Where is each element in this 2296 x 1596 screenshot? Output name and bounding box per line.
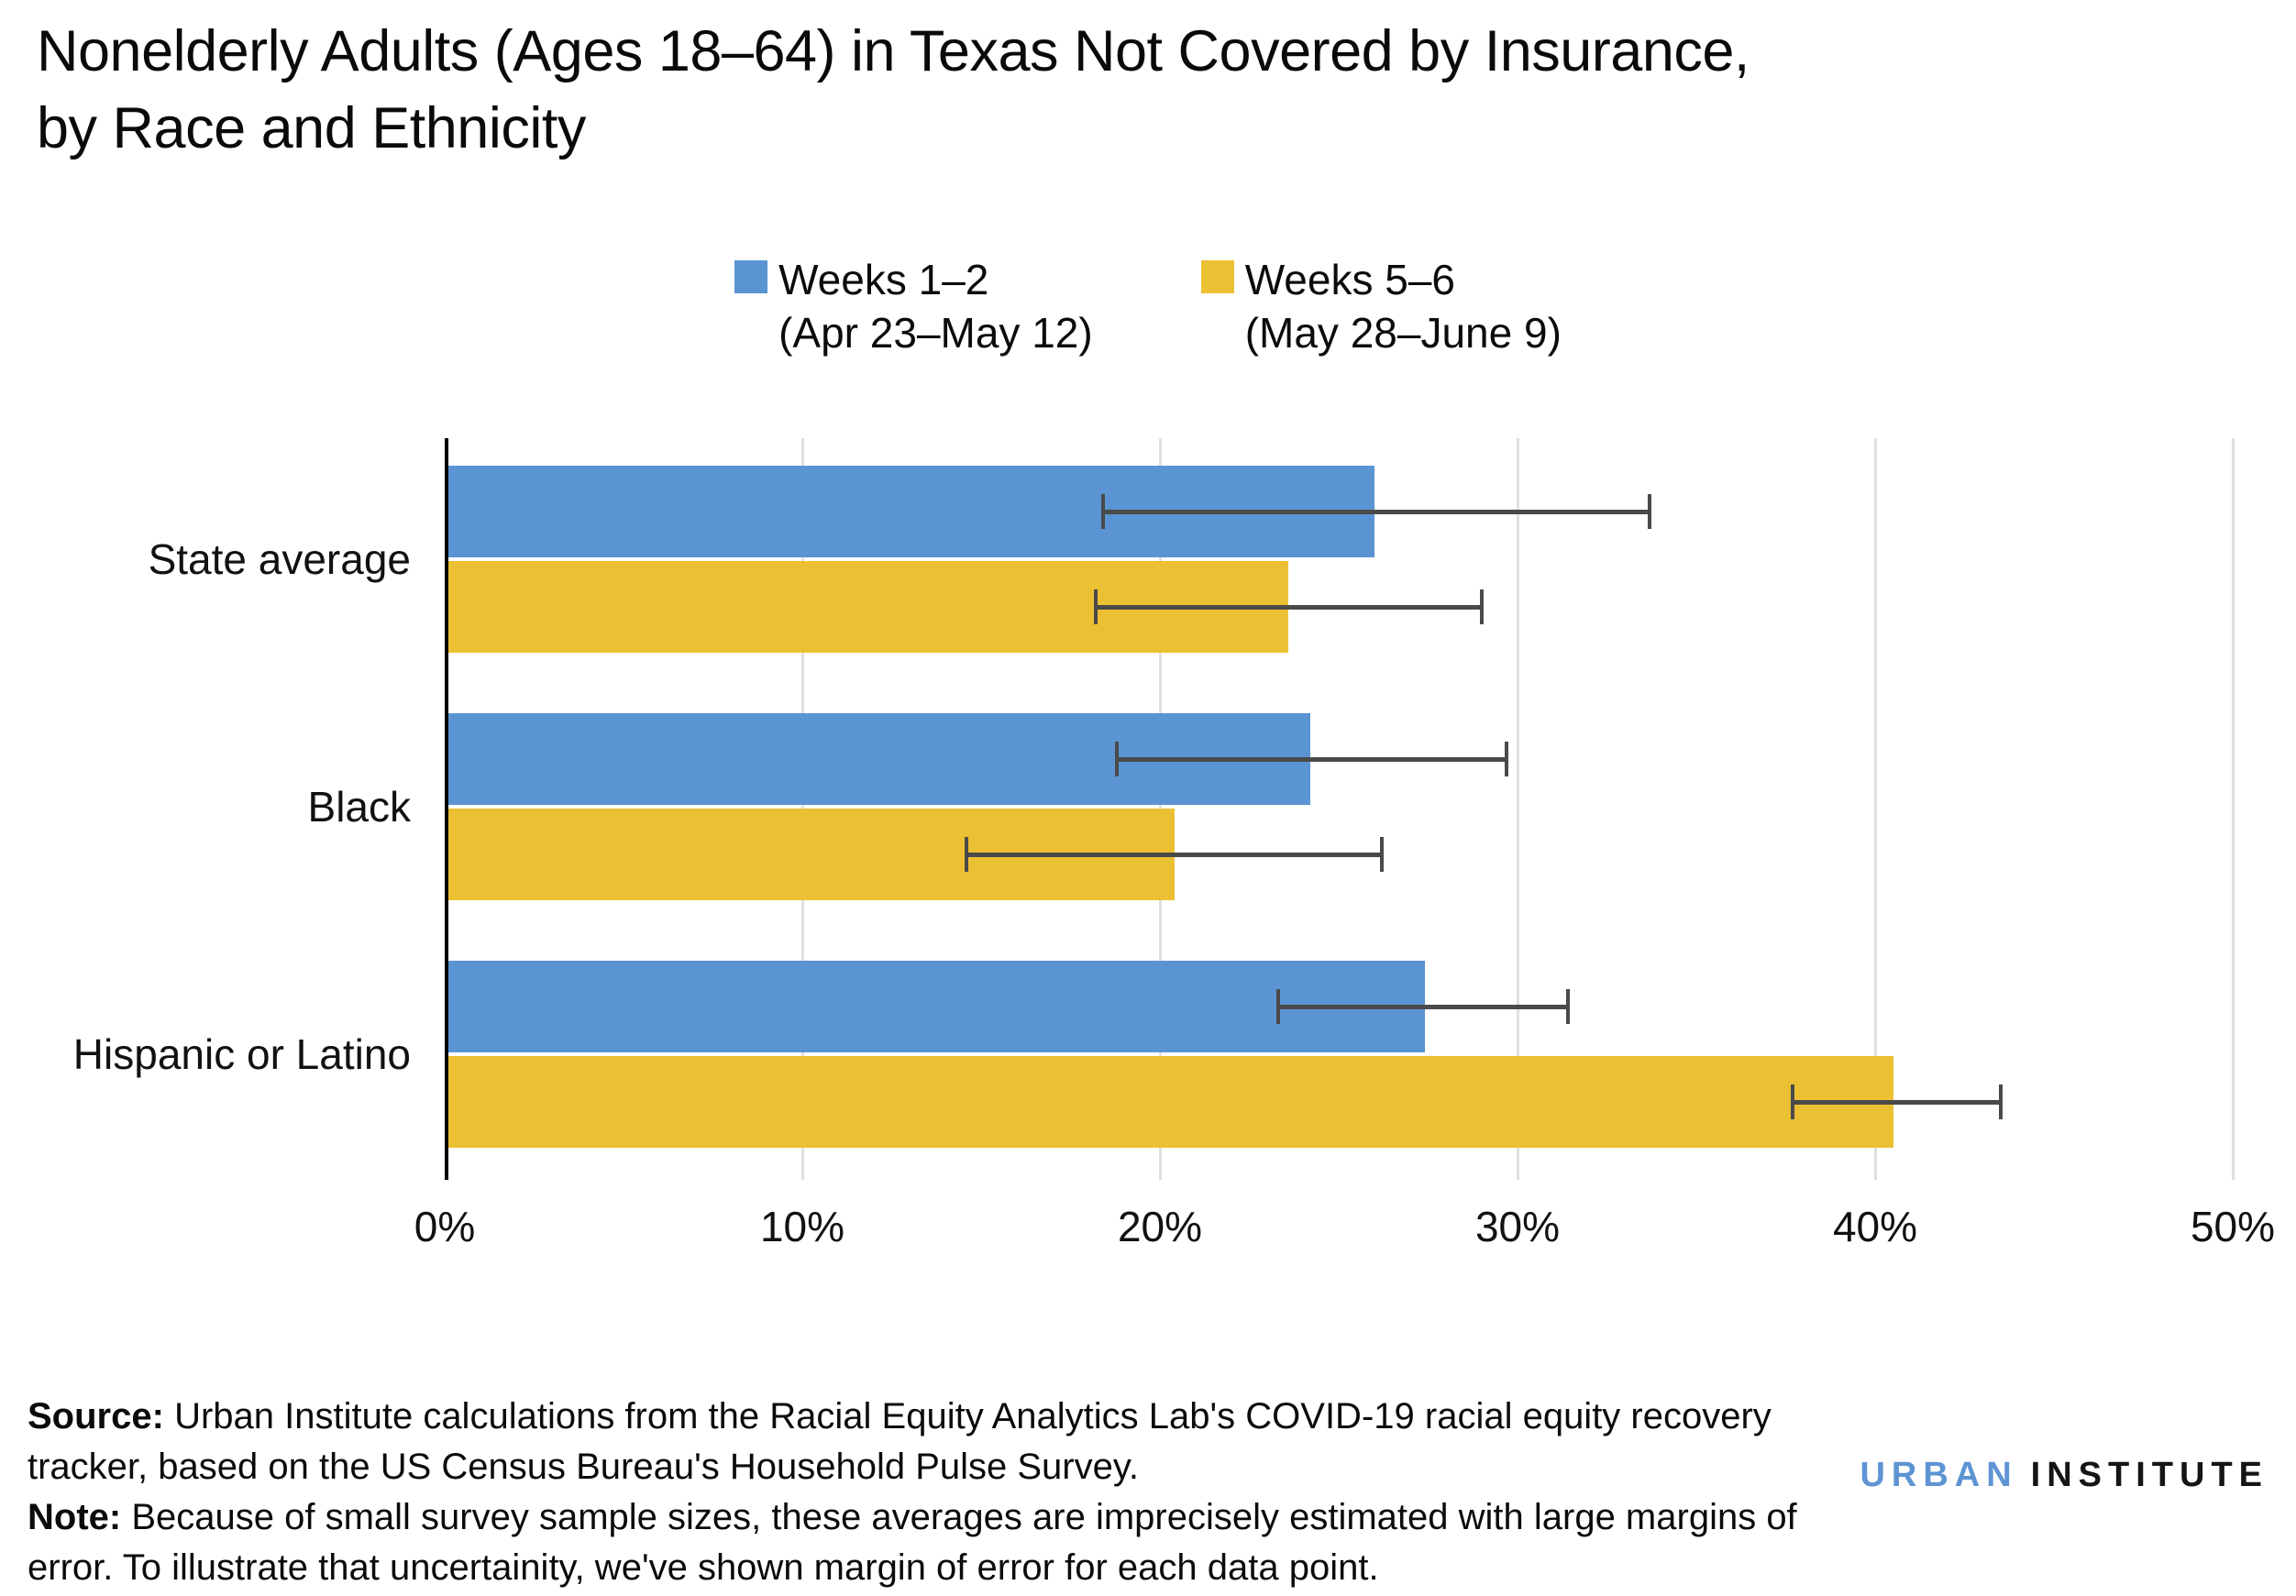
bar-hispanic-or-latino-weeks-1-2 — [445, 961, 1425, 1052]
error-bar-state-average-weeks-5-6 — [1095, 605, 1482, 610]
legend-sublabel: (Apr 23–May 12) — [778, 309, 1093, 357]
gridline-30pct — [1517, 438, 1519, 1180]
footer-notes: Source: Urban Institute calculations fro… — [28, 1392, 1889, 1593]
gridline-40pct — [1874, 438, 1877, 1180]
error-bar-cap-low-black-weeks-5-6 — [965, 837, 969, 872]
legend-swatch-weeks-5-6 — [1200, 260, 1234, 293]
category-label-state-average: State average — [148, 535, 411, 583]
plot-area — [445, 438, 2256, 1180]
gridline-50pct — [2232, 438, 2235, 1180]
legend-swatch-weeks-1-2 — [734, 260, 768, 293]
error-bar-cap-high-hispanic-or-latino-weeks-5-6 — [1998, 1084, 2003, 1119]
error-bar-cap-low-hispanic-or-latino-weeks-5-6 — [1791, 1084, 1795, 1119]
error-bar-hispanic-or-latino-weeks-5-6 — [1793, 1100, 2001, 1105]
source-label: Source: — [28, 1396, 164, 1436]
error-bar-cap-high-black-weeks-1-2 — [1505, 742, 1509, 776]
x-axis-tick-label-50pct: 50% — [2190, 1203, 2276, 1250]
chart-title-line-1: Nonelderly Adults (Ages 18–64) in Texas … — [37, 19, 1750, 83]
logo-institute: INSTITUTE — [2030, 1456, 2268, 1494]
y-axis-line — [445, 438, 448, 1180]
legend-label: Weeks 1–2 — [778, 256, 989, 303]
source-text: Source: Urban Institute calculations fro… — [28, 1396, 1772, 1487]
legend-item-weeks-1-2: Weeks 1–2 (Apr 23–May 12) — [734, 253, 1093, 359]
logo-urban: URBAN — [1860, 1456, 2018, 1494]
chart-title-line-2: by Race and Ethnicity — [37, 96, 586, 160]
error-bar-cap-low-state-average-weeks-5-6 — [1093, 589, 1098, 624]
error-bar-cap-high-black-weeks-5-6 — [1379, 837, 1384, 872]
chart-title: Nonelderly Adults (Ages 18–64) in Texas … — [37, 13, 1750, 167]
category-label-hispanic-or-latino: Hispanic or Latino — [72, 1030, 411, 1078]
x-axis-tick-label-30pct: 30% — [1474, 1203, 1561, 1250]
error-bar-black-weeks-1-2 — [1117, 757, 1507, 762]
category-label-black: Black — [307, 783, 411, 831]
legend: Weeks 1–2 (Apr 23–May 12) Weeks 5–6 (May… — [0, 253, 2296, 359]
error-bar-cap-high-hispanic-or-latino-weeks-1-2 — [1565, 989, 1570, 1024]
x-axis-tick-label-0pct: 0% — [414, 1203, 476, 1250]
x-axis-tick-label-10pct: 10% — [759, 1203, 845, 1250]
legend-label: Weeks 5–6 — [1244, 256, 1455, 303]
error-bar-cap-low-state-average-weeks-1-2 — [1100, 494, 1105, 529]
error-bar-state-average-weeks-1-2 — [1102, 510, 1650, 514]
legend-item-weeks-5-6: Weeks 5–6 (May 28–June 9) — [1200, 253, 1562, 359]
error-bar-hispanic-or-latino-weeks-1-2 — [1277, 1005, 1568, 1009]
note-text: Note: Because of small survey sample siz… — [28, 1497, 1797, 1588]
x-axis-tick-label-40pct: 40% — [1832, 1203, 1918, 1250]
note-label: Note: — [28, 1497, 122, 1537]
bar-chart: 0% 10% 20% 30% 40% 50% State average Black Hispa… — [0, 438, 2296, 1263]
urban-institute-logo: URBAN INSTITUTE — [1860, 1456, 2268, 1495]
error-bar-cap-low-black-weeks-1-2 — [1115, 742, 1120, 776]
bar-hispanic-or-latino-weeks-5-6 — [445, 1056, 1893, 1148]
error-bar-cap-low-hispanic-or-latino-weeks-1-2 — [1275, 989, 1280, 1024]
error-bar-cap-high-state-average-weeks-1-2 — [1648, 494, 1652, 529]
error-bar-cap-high-state-average-weeks-5-6 — [1480, 589, 1484, 624]
error-bar-black-weeks-5-6 — [966, 853, 1382, 857]
x-axis-tick-label-20pct: 20% — [1117, 1203, 1203, 1250]
legend-sublabel: (May 28–June 9) — [1244, 309, 1562, 357]
